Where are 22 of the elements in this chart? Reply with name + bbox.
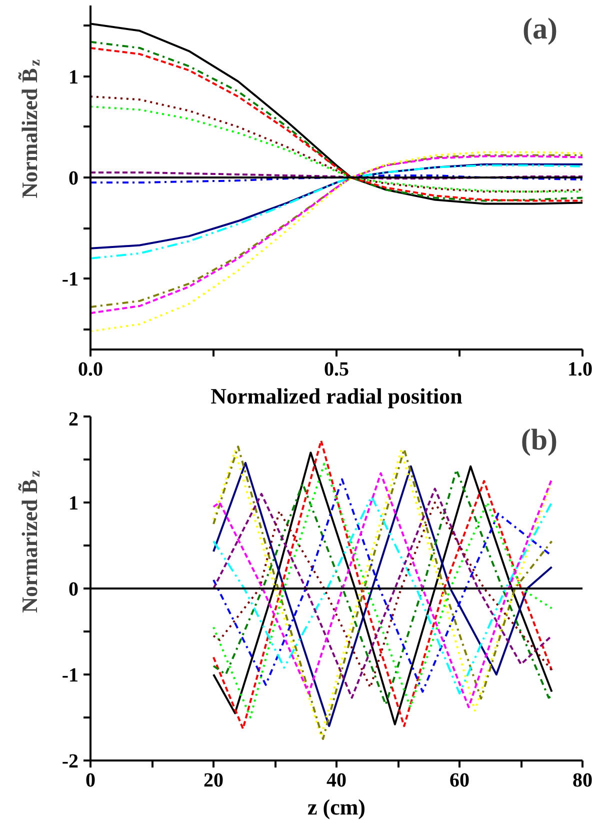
annotation: (b) xyxy=(520,424,558,456)
x-tick-label: 0.5 xyxy=(324,358,349,380)
x-tick-label: 60 xyxy=(450,770,470,792)
x-tick-label: 0.0 xyxy=(78,358,103,380)
annotation: (a) xyxy=(522,12,558,46)
y-tick-label: 0 xyxy=(68,578,78,600)
y-tick-label: 2 xyxy=(68,408,78,430)
x-tick-label: 20 xyxy=(204,770,224,792)
y-tick-label: 0 xyxy=(68,168,78,190)
y-tick-label: 1 xyxy=(68,492,78,514)
y-tick-label: -1 xyxy=(62,664,79,686)
x-tick-label: 1.0 xyxy=(568,358,592,380)
x-tick-label: 0 xyxy=(86,770,96,792)
y-tick-label: -2 xyxy=(62,750,79,772)
y-axis-title: Normarized B̃z xyxy=(16,470,44,613)
x-axis-title: z (cm) xyxy=(307,794,366,820)
y-axis-title: Normalized B̃z xyxy=(16,59,44,198)
x-axis-title: Normalized radial position xyxy=(210,384,462,408)
y-tick-label: 1 xyxy=(68,66,78,88)
x-tick-label: 80 xyxy=(572,770,592,792)
y-tick-label: -1 xyxy=(62,268,79,291)
x-tick-label: 40 xyxy=(326,770,346,792)
